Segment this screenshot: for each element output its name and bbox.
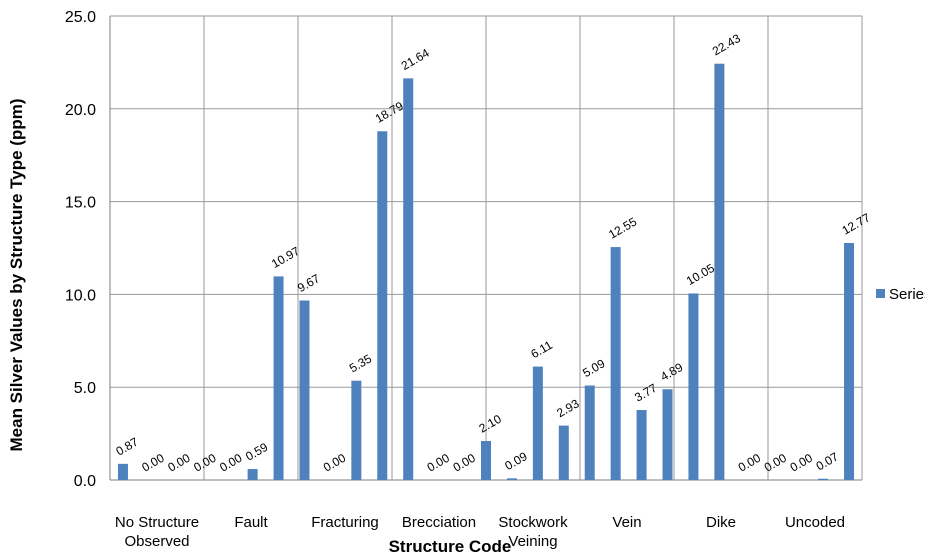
data-label: 9.67: [295, 271, 323, 295]
y-tick-label: 10.0: [65, 287, 96, 304]
data-label: 10.97: [269, 244, 302, 271]
bar: [351, 380, 362, 480]
legend-label: Series1: [889, 286, 925, 303]
data-label: 0.00: [217, 451, 245, 475]
y-axis-ticks: 0.0 5.0 10.0 15.0 20.0 25.0: [65, 9, 96, 490]
x-category-label: Fault: [234, 514, 268, 531]
data-label: 0.00: [762, 451, 790, 475]
bar: [377, 131, 388, 480]
data-label: 2.93: [554, 396, 582, 420]
data-label: 21.64: [399, 46, 432, 73]
data-label: 0.07: [814, 449, 842, 473]
data-labels: 0.870.000.000.000.000.5910.979.670.005.3…: [113, 31, 872, 475]
data-label: 18.79: [373, 99, 406, 126]
y-tick-label: 0.0: [74, 473, 96, 490]
legend-swatch: [876, 289, 885, 298]
bar: [688, 293, 699, 480]
bar: [273, 276, 284, 480]
data-label: 12.77: [840, 210, 873, 237]
data-label: 0.00: [736, 451, 764, 475]
data-label: 0.87: [113, 434, 141, 458]
data-label: 2.10: [477, 412, 505, 436]
bar: [558, 425, 569, 480]
y-tick-label: 25.0: [65, 9, 96, 26]
x-category-label: Brecciation: [402, 514, 476, 531]
bar: [584, 385, 595, 480]
data-label: 0.00: [451, 451, 479, 475]
bar: [662, 389, 673, 480]
x-category-label: Fracturing: [311, 514, 379, 531]
y-tick-label: 5.0: [74, 380, 96, 397]
x-axis-title: Structure Code: [389, 537, 512, 556]
bar: [117, 463, 128, 480]
bar: [247, 469, 258, 480]
data-label: 3.77: [632, 381, 660, 405]
bar: [506, 478, 517, 480]
data-label: 0.00: [191, 451, 219, 475]
x-category-label: Veining: [508, 533, 557, 550]
data-label: 10.05: [684, 261, 717, 288]
bar: [714, 63, 725, 481]
data-label: 0.59: [243, 440, 271, 464]
y-axis-title: Mean Silver Values by Structure Type (pp…: [7, 98, 26, 451]
bar: [844, 242, 855, 480]
data-label: 0.09: [502, 449, 530, 473]
data-label: 22.43: [710, 31, 743, 58]
y-tick-label: 20.0: [65, 102, 96, 119]
y-tick-label: 15.0: [65, 195, 96, 212]
x-axis-categories: No Structure Observed Fault Fracturing Brecc…: [115, 514, 845, 550]
data-label: 0.00: [788, 451, 816, 475]
data-label: 0.00: [321, 451, 349, 475]
data-label: 6.11: [528, 338, 555, 362]
x-category-label: Observed: [124, 533, 189, 550]
data-label: 0.00: [139, 451, 167, 475]
data-label: 12.55: [606, 214, 639, 241]
x-category-label: Uncoded: [785, 514, 845, 531]
bar: [532, 366, 543, 480]
data-label: 5.35: [347, 351, 375, 375]
data-label: 0.00: [425, 451, 453, 475]
bar: [610, 247, 621, 480]
bars: [117, 63, 855, 481]
bar: [299, 300, 310, 480]
bar: [636, 410, 647, 480]
bar: [403, 78, 414, 480]
data-label: 5.09: [580, 356, 608, 380]
x-category-label: Stockwork: [498, 514, 568, 531]
bar: [818, 478, 829, 480]
legend: Series1: [876, 286, 925, 303]
grid: [109, 15, 863, 481]
x-category-label: Vein: [612, 514, 641, 531]
bar: [481, 441, 491, 480]
data-label: 0.00: [165, 451, 193, 475]
x-category-label: Dike: [706, 514, 736, 531]
data-label: 4.89: [658, 360, 686, 384]
x-category-label: No Structure: [115, 514, 199, 531]
